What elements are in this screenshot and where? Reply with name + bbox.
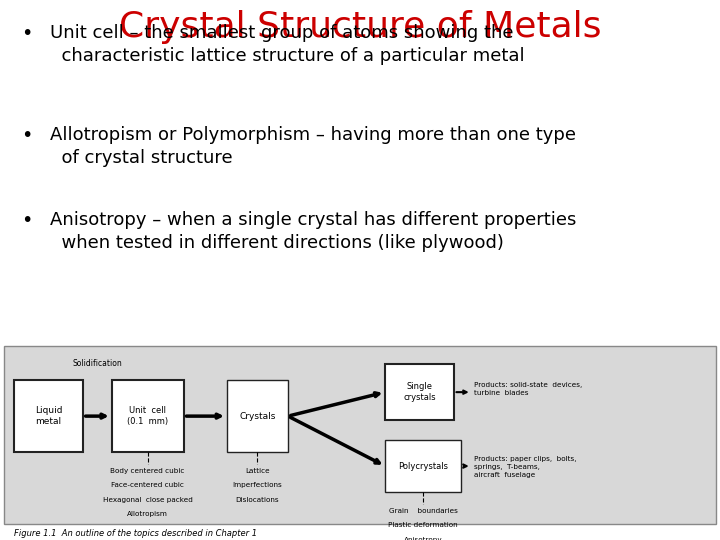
Bar bbox=[112, 380, 184, 452]
Text: Liquid
metal: Liquid metal bbox=[35, 406, 63, 426]
Bar bbox=[385, 364, 454, 420]
Text: Plastic deformation: Plastic deformation bbox=[388, 522, 458, 529]
Text: Crystal Structure of Metals: Crystal Structure of Metals bbox=[119, 10, 601, 44]
Text: Dislocations: Dislocations bbox=[235, 497, 279, 503]
Text: •: • bbox=[22, 24, 33, 43]
Text: Body centered cubic: Body centered cubic bbox=[110, 468, 185, 474]
Text: Allotropism or Polymorphism – having more than one type
  of crystal structure: Allotropism or Polymorphism – having mor… bbox=[50, 126, 577, 167]
Text: Figure 1.1  An outline of the topics described in Chapter 1: Figure 1.1 An outline of the topics desc… bbox=[14, 529, 258, 538]
Text: Imperfections: Imperfections bbox=[233, 482, 282, 489]
Bar bbox=[385, 440, 461, 492]
Text: Crystals: Crystals bbox=[239, 411, 276, 421]
Text: Polycrystals: Polycrystals bbox=[398, 462, 448, 470]
Text: Products: solid-state  devices,
turbine  blades: Products: solid-state devices, turbine b… bbox=[474, 382, 582, 396]
Text: Grain    boundaries: Grain boundaries bbox=[389, 508, 457, 514]
Text: Solidification: Solidification bbox=[72, 359, 122, 368]
Text: Face-centered cubic: Face-centered cubic bbox=[111, 482, 184, 489]
Text: Lattice: Lattice bbox=[245, 468, 270, 474]
Text: Single
crystals: Single crystals bbox=[403, 382, 436, 402]
Text: •: • bbox=[22, 211, 33, 230]
Text: Allotropism: Allotropism bbox=[127, 511, 168, 517]
Text: Unit  cell
(0.1  mm): Unit cell (0.1 mm) bbox=[127, 406, 168, 426]
Bar bbox=[14, 380, 83, 452]
Text: Hexagonal  close packed: Hexagonal close packed bbox=[103, 497, 192, 503]
Text: •: • bbox=[22, 126, 33, 145]
Bar bbox=[227, 380, 288, 452]
Bar bbox=[4, 346, 716, 524]
Text: Products: paper clips,  bolts,
springs,  T-beams,
aircraft  fuselage: Products: paper clips, bolts, springs, T… bbox=[474, 456, 576, 477]
Text: Unit cell – the smallest group of atoms showing the
  characteristic lattice str: Unit cell – the smallest group of atoms … bbox=[50, 24, 525, 65]
Text: Anisotropy: Anisotropy bbox=[404, 537, 442, 540]
Text: Anisotropy – when a single crystal has different properties
  when tested in dif: Anisotropy – when a single crystal has d… bbox=[50, 211, 577, 252]
